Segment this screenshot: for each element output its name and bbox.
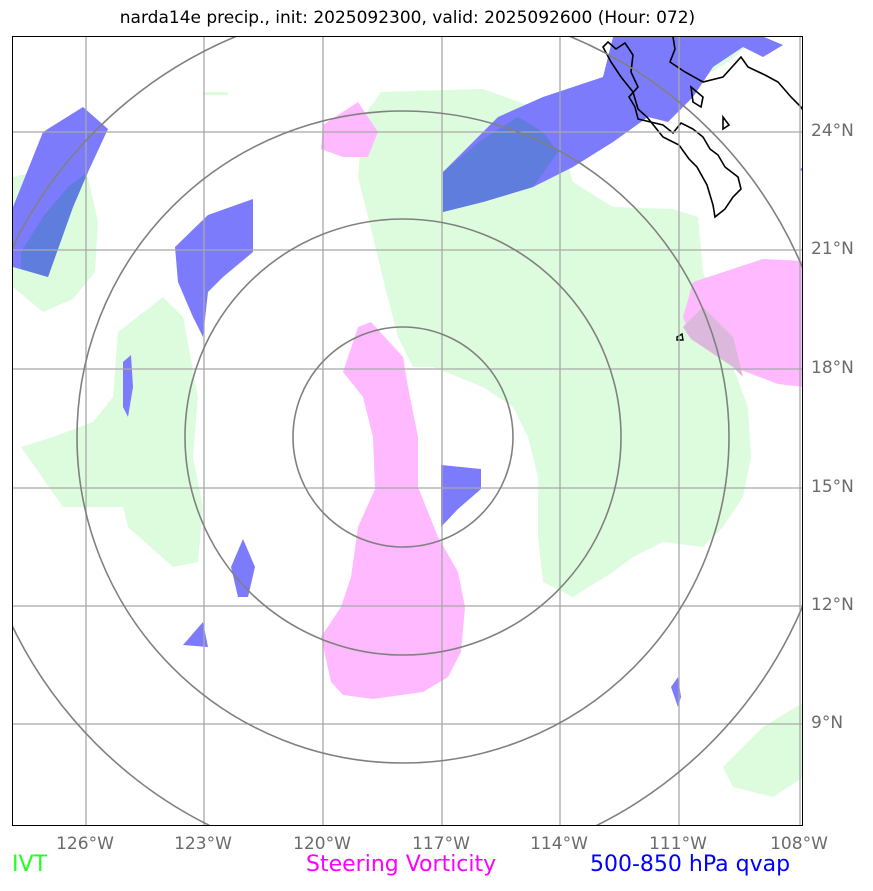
coastline <box>602 37 802 219</box>
legend-ivt: IVT <box>12 852 47 877</box>
qvap-region-center <box>441 465 481 527</box>
y-tick-18n: 18°N <box>811 358 854 378</box>
qvap-region-mid <box>175 199 253 337</box>
island <box>676 332 684 341</box>
x-tick-108w: 108°W <box>770 834 828 854</box>
vorticity-regions <box>321 102 802 699</box>
range-rings <box>13 37 802 825</box>
x-tick-120w: 120°W <box>293 834 351 854</box>
y-tick-9n: 9°N <box>811 713 844 733</box>
map-title: narda14e precip., init: 2025092300, vali… <box>119 8 696 28</box>
qvap-region-small-1 <box>123 355 133 417</box>
ivt-region-main <box>358 89 751 597</box>
vorticity-region-center <box>321 322 465 699</box>
qvap-region-small-2 <box>231 539 255 597</box>
ivt-region-se <box>723 703 802 797</box>
y-tick-12n: 12°N <box>811 595 854 615</box>
ivt-region-sw <box>21 297 203 567</box>
map-canvas <box>13 37 802 825</box>
overlap-region-east <box>683 307 743 377</box>
map-plot-area <box>12 36 803 826</box>
overlap-region-ne <box>443 117 558 212</box>
x-tick-126w: 126°W <box>56 834 114 854</box>
x-tick-114w: 114°W <box>530 834 588 854</box>
legend-qvap: 500-850 hPa qvap <box>590 852 791 877</box>
x-tick-123w: 123°W <box>174 834 232 854</box>
overlap-regions <box>21 117 743 377</box>
y-tick-21n: 21°N <box>811 239 854 259</box>
grid-lines <box>13 37 802 825</box>
vorticity-region-north <box>321 102 378 157</box>
overlap-region-west <box>21 172 88 277</box>
ivt-region-small <box>203 92 228 95</box>
legend-steering-vorticity: Steering Vorticity <box>306 852 497 877</box>
qvap-region-small-3 <box>183 622 208 647</box>
vorticity-region-east <box>683 259 802 387</box>
x-tick-111w: 111°W <box>649 834 707 854</box>
y-tick-24n: 24°N <box>811 121 854 141</box>
y-tick-15n: 15°N <box>811 477 854 497</box>
x-tick-117w: 117°W <box>412 834 470 854</box>
